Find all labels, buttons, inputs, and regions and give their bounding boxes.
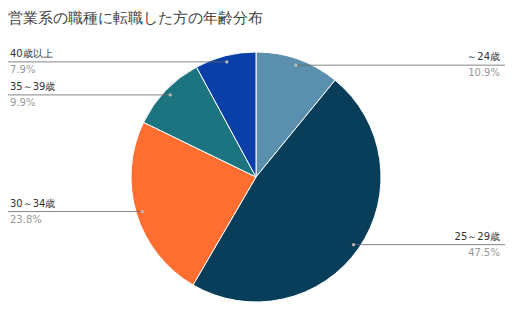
value-label: 23.8%	[10, 214, 42, 225]
leader-line	[296, 65, 505, 66]
chart: 営業系の職種に転職した方の年齢分布 ～24歳 10.9% 25～29歳 47.5% 30～…	[0, 0, 512, 317]
slice-label: 35～39歳	[10, 81, 55, 92]
slice-label: 30～34歳	[10, 198, 55, 209]
leader-dot	[169, 93, 172, 96]
slices	[131, 52, 381, 302]
value-label: 10.9%	[468, 67, 500, 78]
leader-line	[8, 94, 170, 95]
value-label: 7.9%	[10, 64, 35, 75]
leader-dot	[141, 210, 144, 213]
value-label: 47.5%	[468, 247, 500, 258]
labels: ～24歳 10.9% 25～29歳 47.5% 30～34歳 23.8% 35～39歳 9.9…	[8, 48, 505, 258]
slice-label: 40歳以上	[10, 48, 53, 59]
leader-dot	[225, 60, 228, 63]
leader-line	[354, 244, 505, 245]
slice	[196, 52, 256, 177]
leader-dot	[352, 243, 355, 246]
title: 営業系の職種に転職した方の年齢分布	[8, 9, 263, 27]
slice-label: ～24歳	[467, 51, 500, 62]
value-label: 9.9%	[10, 97, 35, 108]
leader-dot	[294, 64, 297, 67]
leader-line	[8, 211, 142, 212]
slice-label: 25～29歳	[455, 231, 500, 242]
leader-line	[8, 61, 227, 62]
